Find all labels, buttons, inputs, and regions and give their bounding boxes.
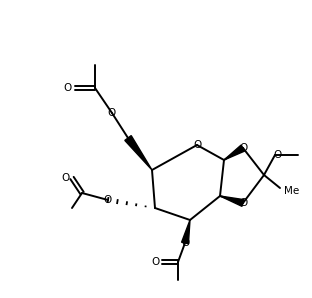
Text: Me: Me bbox=[284, 186, 299, 196]
Text: O: O bbox=[104, 195, 112, 205]
Text: O: O bbox=[273, 150, 281, 160]
Text: O: O bbox=[64, 83, 72, 93]
Text: O: O bbox=[61, 173, 69, 183]
Text: O: O bbox=[108, 108, 116, 118]
Text: O: O bbox=[239, 143, 247, 153]
Text: O: O bbox=[239, 198, 247, 208]
Polygon shape bbox=[224, 145, 245, 160]
Text: O: O bbox=[151, 257, 159, 267]
Text: O: O bbox=[193, 140, 201, 150]
Polygon shape bbox=[182, 220, 190, 244]
Text: O: O bbox=[181, 238, 189, 248]
Polygon shape bbox=[220, 196, 244, 206]
Polygon shape bbox=[125, 136, 152, 170]
